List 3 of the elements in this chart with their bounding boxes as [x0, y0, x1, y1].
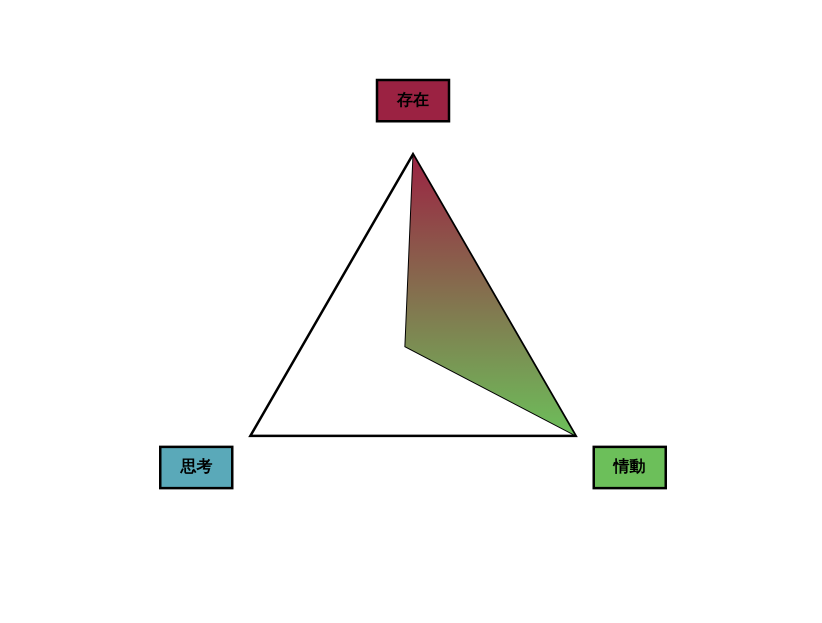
- spoke-label: 思考: [179, 456, 212, 476]
- spoke-label: 存在: [396, 90, 429, 109]
- spoke-label: 情動: [612, 456, 646, 476]
